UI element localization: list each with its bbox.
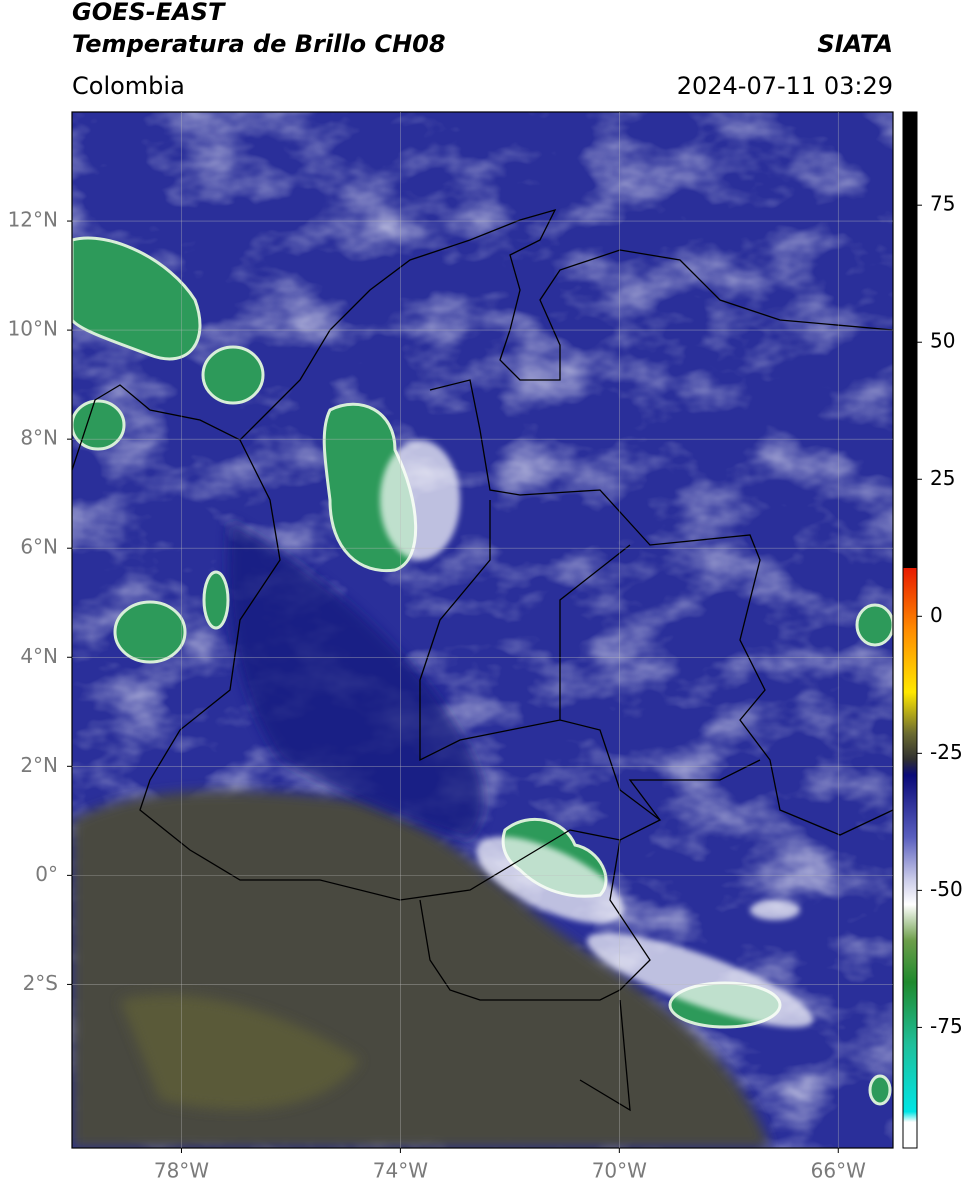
colorbar-tick-label: 0 — [930, 603, 943, 627]
y-tick-label: 10°N — [8, 317, 58, 341]
colorbar-tick-label: 75 — [930, 192, 955, 216]
colorbar-tick-label: -25 — [930, 740, 963, 764]
y-tick-label: 2°S — [23, 971, 58, 995]
x-tick-label: 70°W — [592, 1159, 647, 1183]
satellite-image — [72, 112, 893, 1148]
colorbar-tick-label: -75 — [930, 1014, 963, 1038]
x-tick-label: 78°W — [154, 1159, 209, 1183]
map-frame — [71, 111, 894, 1149]
y-tick-label: 2°N — [20, 753, 58, 777]
datetime: 2024-07-11 03:29 — [677, 72, 893, 100]
y-tick-label: 0° — [35, 862, 58, 886]
x-tick-label: 74°W — [373, 1159, 428, 1183]
x-tick-label: 66°W — [811, 1159, 866, 1183]
region: Colombia — [72, 72, 185, 100]
colorbar-tick-label: 50 — [930, 329, 955, 353]
colorbar-tick-label: 25 — [930, 466, 955, 490]
source: SIATA — [817, 30, 893, 58]
y-tick-label: 4°N — [20, 644, 58, 668]
y-tick-label: 6°N — [20, 535, 58, 559]
colorbar-tick-label: -50 — [930, 877, 963, 901]
title: GOES-EAST — [72, 0, 226, 26]
colorbar — [902, 111, 918, 1149]
y-tick-label: 8°N — [20, 426, 58, 450]
y-tick-label: 12°N — [8, 208, 58, 232]
subtitle: Temperatura de Brillo CH08 — [72, 30, 446, 58]
